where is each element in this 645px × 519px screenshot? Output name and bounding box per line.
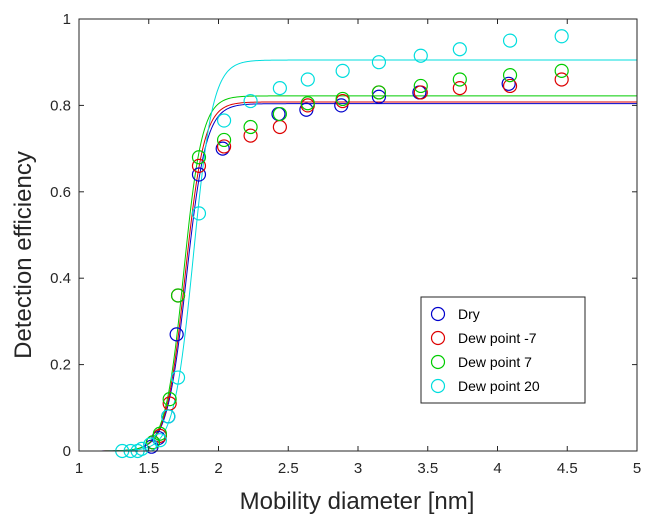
data-point	[554, 63, 569, 78]
data-point	[243, 119, 258, 135]
x-tick-label: 4.5	[557, 460, 578, 477]
y-tick-label: 0	[63, 443, 71, 460]
data-point	[371, 55, 387, 70]
data-point	[371, 85, 387, 100]
legend-marker	[430, 330, 446, 346]
data-point	[300, 96, 315, 111]
x-tick-label: 2.5	[278, 460, 299, 477]
x-tick-label: 2	[214, 460, 222, 477]
data-point	[243, 128, 258, 143]
data-point	[413, 48, 428, 63]
y-tick-label: 0.6	[50, 184, 71, 201]
data-point	[371, 89, 387, 104]
legend-label: Dew point -7	[458, 330, 537, 346]
data-point	[272, 81, 287, 96]
legend: Dry Dew point -7 Dew point 7 Dew point 20	[420, 296, 586, 404]
data-point	[554, 72, 569, 87]
y-tick-label: 0.8	[50, 97, 71, 114]
data-point	[413, 78, 428, 94]
data-point	[152, 433, 168, 448]
data-point	[452, 81, 467, 96]
data-point	[191, 167, 207, 182]
legend-box	[420, 296, 586, 404]
data-point	[170, 288, 186, 303]
data-point	[152, 426, 168, 441]
data-point	[169, 327, 184, 342]
x-tick-label: 5	[633, 460, 641, 477]
y-tick-label: 1	[63, 11, 71, 28]
data-point	[216, 113, 232, 128]
legend-label: Dew point 7	[458, 354, 532, 370]
y-tick-label: 0.4	[50, 270, 71, 287]
legend-label: Dew point 20	[458, 378, 540, 394]
legend-marker	[430, 378, 446, 394]
data-point	[335, 91, 350, 107]
data-point	[191, 206, 207, 221]
data-point	[452, 42, 467, 57]
x-axis-title: Mobility diameter [nm]	[240, 488, 475, 515]
data-point	[215, 141, 230, 156]
x-tick-label: 1	[75, 460, 83, 477]
data-point	[191, 158, 207, 173]
data-point	[554, 29, 569, 44]
data-point	[272, 106, 287, 122]
x-tick-label: 4	[493, 460, 501, 477]
data-point	[502, 78, 518, 94]
fit-line	[79, 103, 637, 452]
data-point	[162, 392, 177, 407]
data-point	[161, 409, 176, 424]
data-point	[300, 72, 315, 87]
data-point	[145, 435, 161, 450]
data-point	[413, 85, 428, 100]
data-point	[216, 132, 232, 148]
x-tick-label: 1.5	[138, 460, 159, 477]
axes: 1 1.5 2 2.5 3 3.5 4 4.5 5 0 0.2 0.4 0.6 0.8 1	[50, 11, 641, 477]
data-point	[452, 72, 467, 87]
data-point	[501, 76, 516, 91]
data-point	[335, 63, 350, 78]
data-point	[170, 370, 186, 385]
y-axis-title: Detection efficiency	[10, 151, 37, 359]
legend-marker	[430, 306, 446, 322]
data-point	[243, 93, 258, 109]
data-point	[191, 150, 207, 165]
legend-label: Dry	[458, 306, 480, 322]
x-tick-label: 3.5	[417, 460, 438, 477]
data-point	[216, 139, 232, 154]
fit-line	[79, 95, 637, 452]
data-point	[502, 33, 518, 48]
y-tick-label: 0.2	[50, 357, 71, 374]
x-tick-label: 3	[354, 460, 362, 477]
legend-marker	[430, 354, 446, 370]
data-point	[502, 68, 518, 83]
